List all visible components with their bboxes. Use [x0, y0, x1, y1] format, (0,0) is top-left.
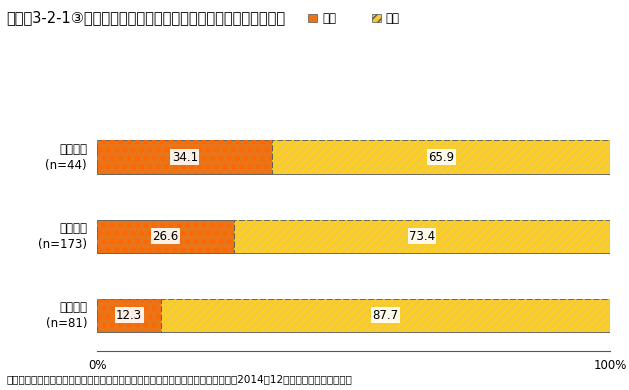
- Bar: [272, 140, 610, 174]
- Text: 資料：中小企業庁委託「地域金融機関の中小企業への支援の実態に関する調査」（2014年12月、ランドブレイン㈱）: 資料：中小企業庁委託「地域金融機関の中小企業への支援の実態に関する調査」（201…: [6, 374, 352, 384]
- Bar: [272, 140, 610, 174]
- Text: 73.4: 73.4: [409, 230, 435, 243]
- Bar: [97, 220, 234, 253]
- Text: コラム3-2-1③図　中核的な中小企業に対する「独自商品」の有無: コラム3-2-1③図 中核的な中小企業に対する「独自商品」の有無: [6, 10, 286, 25]
- Bar: [97, 299, 160, 332]
- Bar: [234, 220, 610, 253]
- Bar: [97, 299, 160, 332]
- Text: 87.7: 87.7: [372, 309, 398, 322]
- Text: 26.6: 26.6: [153, 230, 179, 243]
- Text: 12.3: 12.3: [116, 309, 142, 322]
- Bar: [160, 299, 610, 332]
- Text: 34.1: 34.1: [172, 151, 198, 163]
- Bar: [234, 220, 610, 253]
- Text: 65.9: 65.9: [428, 151, 454, 163]
- Legend: ある, ない: ある, ない: [308, 12, 399, 25]
- Bar: [160, 299, 610, 332]
- Bar: [97, 140, 272, 174]
- Bar: [97, 140, 272, 174]
- Bar: [97, 220, 234, 253]
